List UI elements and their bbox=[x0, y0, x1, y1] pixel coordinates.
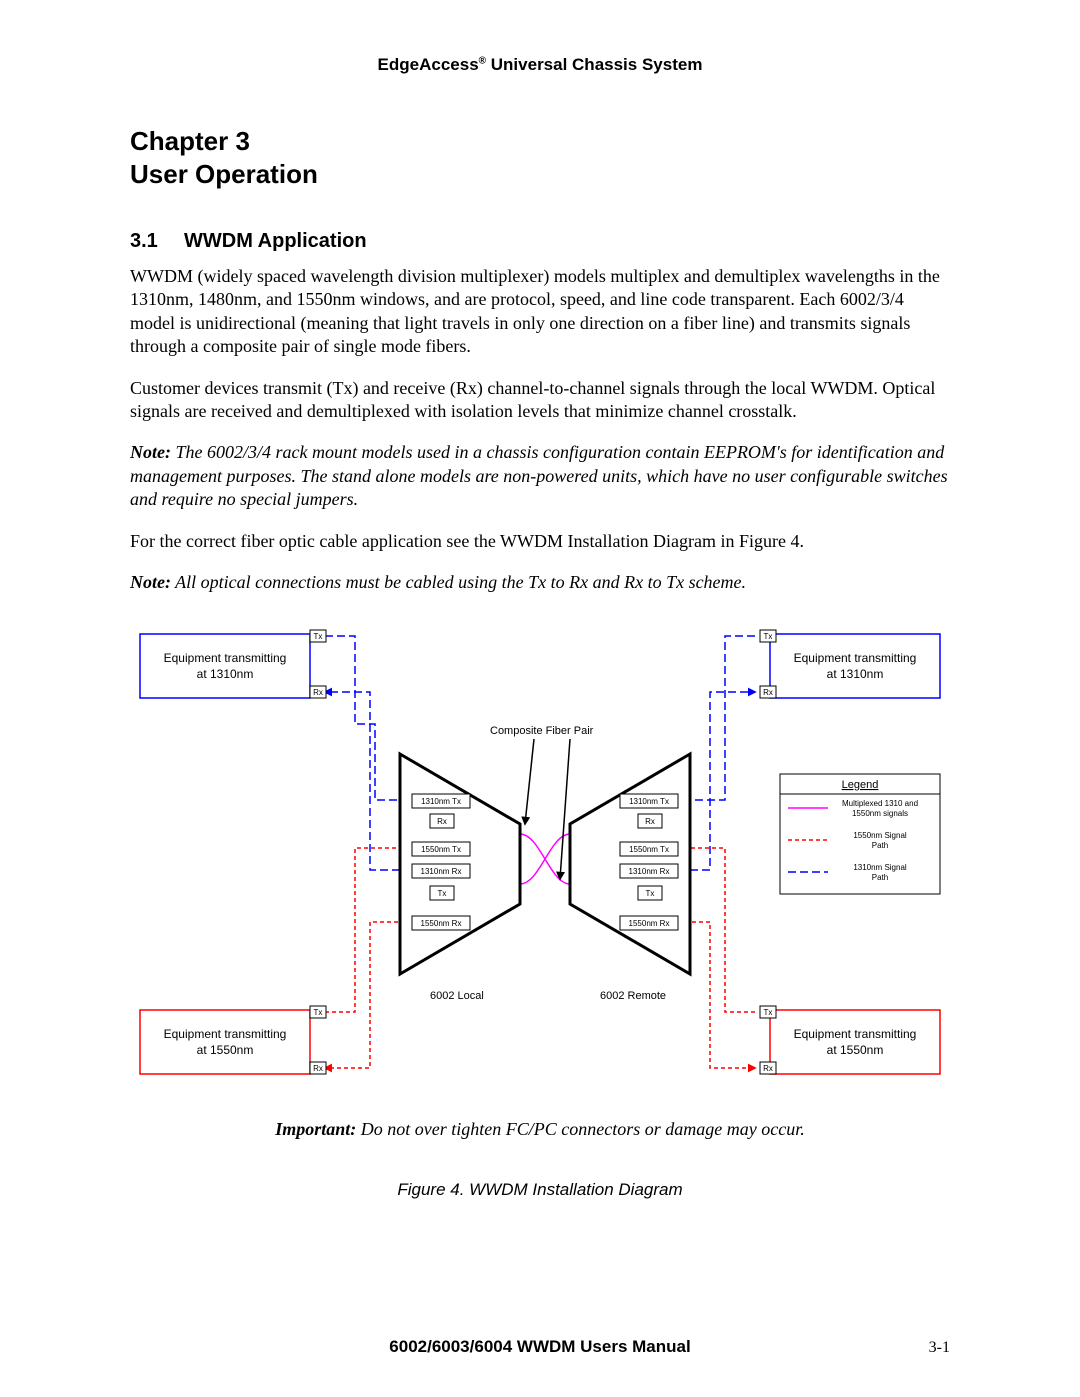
svg-text:1550nm signals: 1550nm signals bbox=[852, 809, 908, 818]
svg-text:1310nm Rx: 1310nm Rx bbox=[421, 867, 462, 876]
note-2-label: Note: bbox=[130, 572, 171, 592]
chapter-title: Chapter 3 User Operation bbox=[130, 125, 950, 190]
important-text: Do not over tighten FC/PC connectors or … bbox=[356, 1119, 804, 1139]
important-note: Important: Do not over tighten FC/PC con… bbox=[130, 1119, 950, 1140]
section-number: 3.1 bbox=[130, 230, 184, 253]
svg-text:1550nm Tx: 1550nm Tx bbox=[629, 845, 669, 854]
header-rest: Universal Chassis System bbox=[486, 55, 702, 74]
note-1-label: Note: bbox=[130, 442, 171, 462]
svg-text:Rx: Rx bbox=[645, 817, 655, 826]
section-3-1-title: 3.1WWDM Application bbox=[130, 230, 950, 253]
svg-text:at 1550nm: at 1550nm bbox=[197, 1043, 254, 1057]
svg-text:6002 Remote: 6002 Remote bbox=[600, 990, 666, 1002]
figure-4-diagram: 6002 Local 6002 Remote Equipment transmitt… bbox=[130, 624, 950, 1089]
svg-text:Path: Path bbox=[872, 841, 888, 850]
page-footer: 6002/6003/6004 WWDM Users Manual 3-1 bbox=[130, 1337, 950, 1357]
svg-text:Tx: Tx bbox=[438, 889, 447, 898]
svg-text:6002 Local: 6002 Local bbox=[430, 990, 484, 1002]
svg-text:at 1310nm: at 1310nm bbox=[827, 667, 884, 681]
note-2-text: All optical connections must be cabled u… bbox=[171, 572, 746, 592]
paragraph-3: For the correct fiber optic cable applic… bbox=[130, 530, 950, 553]
svg-text:1310nm Tx: 1310nm Tx bbox=[421, 797, 461, 806]
svg-text:Legend: Legend bbox=[842, 779, 879, 791]
svg-text:Rx: Rx bbox=[437, 817, 447, 826]
header-brand: EdgeAccess bbox=[378, 55, 479, 74]
svg-text:Rx: Rx bbox=[763, 1064, 773, 1073]
paragraph-2: Customer devices transmit (Tx) and recei… bbox=[130, 377, 950, 424]
svg-text:1310nm Signal: 1310nm Signal bbox=[853, 863, 907, 872]
figure-4-caption: Figure 4. WWDM Installation Diagram bbox=[130, 1180, 950, 1200]
paragraph-1: WWDM (widely spaced wavelength division … bbox=[130, 265, 950, 359]
svg-text:1310nm Tx: 1310nm Tx bbox=[629, 797, 669, 806]
footer-title: 6002/6003/6004 WWDM Users Manual bbox=[190, 1337, 890, 1357]
svg-text:at 1310nm: at 1310nm bbox=[197, 667, 254, 681]
svg-text:1550nm Signal: 1550nm Signal bbox=[853, 831, 907, 840]
header-reg: ® bbox=[479, 55, 486, 66]
svg-text:Tx: Tx bbox=[314, 1008, 323, 1017]
chapter-line1: Chapter 3 bbox=[130, 125, 950, 158]
section-name: WWDM Application bbox=[184, 230, 367, 252]
footer-page-number: 3-1 bbox=[890, 1339, 950, 1357]
svg-text:Equipment transmitting: Equipment transmitting bbox=[794, 651, 917, 665]
svg-text:Rx: Rx bbox=[313, 1064, 323, 1073]
chapter-line2: User Operation bbox=[130, 158, 950, 191]
note-1: Note: The 6002/3/4 rack mount models use… bbox=[130, 441, 950, 511]
page-header: EdgeAccess® Universal Chassis System bbox=[130, 55, 950, 75]
svg-text:Path: Path bbox=[872, 873, 888, 882]
svg-text:Tx: Tx bbox=[646, 889, 655, 898]
svg-text:1550nm Rx: 1550nm Rx bbox=[421, 919, 462, 928]
note-2: Note: All optical connections must be ca… bbox=[130, 571, 950, 594]
svg-text:Rx: Rx bbox=[763, 688, 773, 697]
svg-text:Tx: Tx bbox=[764, 632, 773, 641]
svg-text:Equipment transmitting: Equipment transmitting bbox=[164, 1027, 287, 1041]
svg-text:Equipment transmitting: Equipment transmitting bbox=[794, 1027, 917, 1041]
svg-text:Equipment transmitting: Equipment transmitting bbox=[164, 651, 287, 665]
important-label: Important: bbox=[275, 1119, 356, 1139]
note-1-text: The 6002/3/4 rack mount models used in a… bbox=[130, 442, 948, 509]
svg-text:1550nm Rx: 1550nm Rx bbox=[629, 919, 670, 928]
svg-text:at 1550nm: at 1550nm bbox=[827, 1043, 884, 1057]
svg-text:Composite Fiber Pair: Composite Fiber Pair bbox=[490, 725, 594, 737]
svg-text:Multiplexed 1310 and: Multiplexed 1310 and bbox=[842, 799, 918, 808]
svg-text:Rx: Rx bbox=[313, 688, 323, 697]
svg-text:Tx: Tx bbox=[314, 632, 323, 641]
svg-text:1550nm Tx: 1550nm Tx bbox=[421, 845, 461, 854]
svg-text:Tx: Tx bbox=[764, 1008, 773, 1017]
svg-text:1310nm Rx: 1310nm Rx bbox=[629, 867, 670, 876]
